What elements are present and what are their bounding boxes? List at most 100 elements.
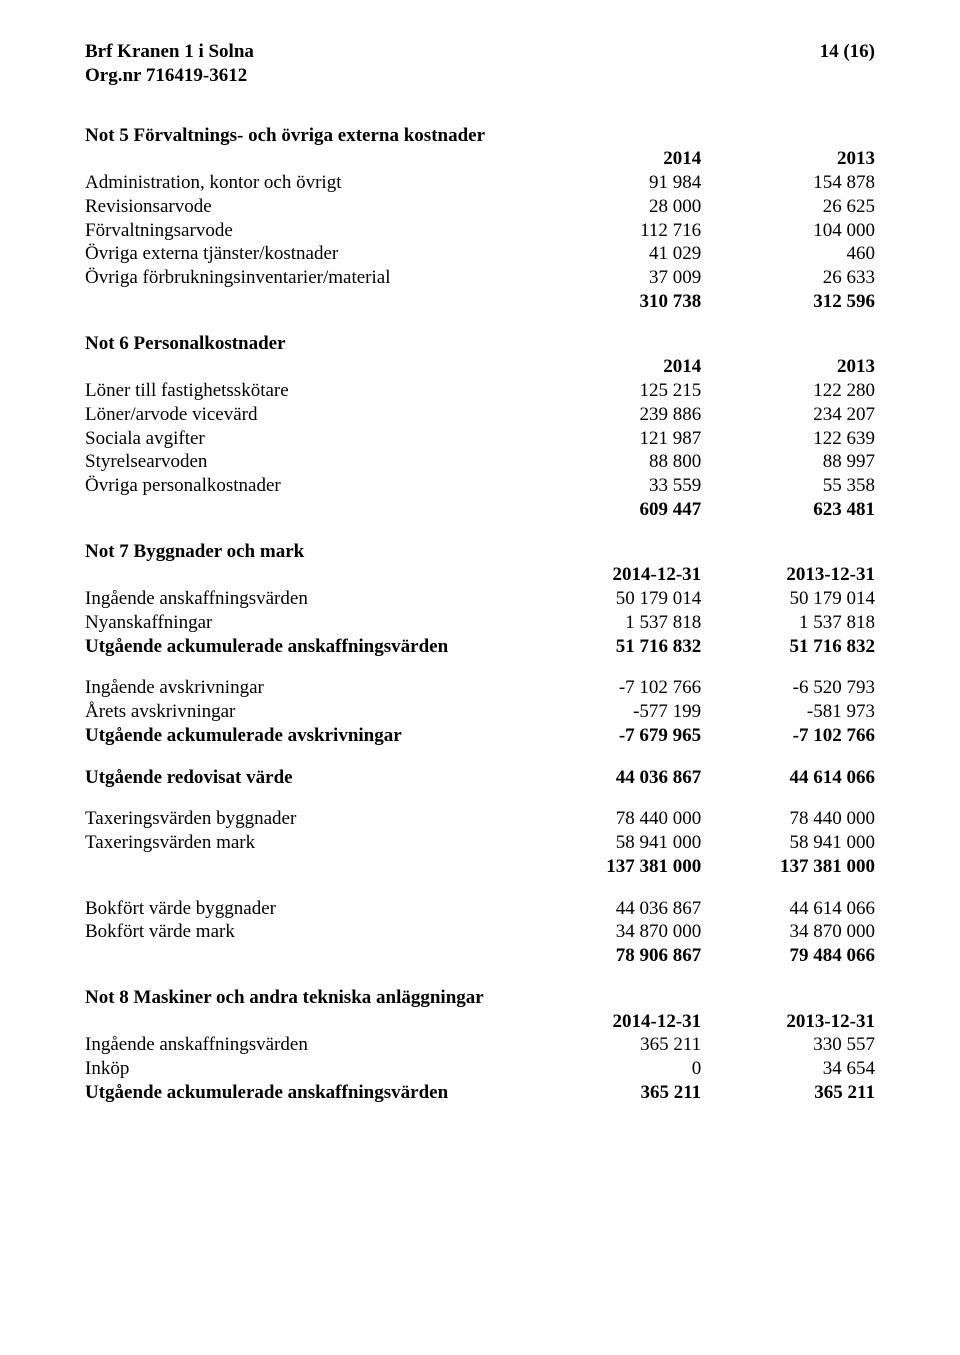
table-cell: 88 997: [701, 450, 875, 474]
table-cell: 58 941 000: [701, 831, 875, 855]
table-cell: 104 000: [701, 219, 875, 243]
table-cell: 26 625: [701, 195, 875, 219]
note5-table: Not 5 Förvaltnings- och övriga externa k…: [85, 124, 875, 314]
table-cell: 365 211: [527, 1033, 701, 1057]
table-row-label: Ingående anskaffningsvärden: [85, 1033, 527, 1057]
note5-sum-v1: 310 738: [527, 290, 701, 314]
table-cell: 44 036 867: [527, 897, 701, 921]
table-cell: -7 102 766: [701, 724, 875, 748]
note7-tax-sum-v2: 137 381 000: [701, 855, 875, 879]
note8-title: Not 8 Maskiner och andra tekniska anlägg…: [85, 986, 527, 1010]
note6-table: Not 6 Personalkostnader 2014 2013 Löner …: [85, 332, 875, 522]
page-container: Brf Kranen 1 i Solna Org.nr 716419-3612 …: [0, 0, 960, 1145]
note6-title: Not 6 Personalkostnader: [85, 332, 527, 356]
table-row-label: Utgående redovisat värde: [85, 766, 527, 790]
table-row-label: Förvaltningsarvode: [85, 219, 527, 243]
table-cell: 122 639: [701, 427, 875, 451]
table-cell: 37 009: [527, 266, 701, 290]
table-cell: 50 179 014: [527, 587, 701, 611]
table-cell: 51 716 832: [701, 635, 875, 659]
table-cell: -581 973: [701, 700, 875, 724]
table-row-label: Övriga externa tjänster/kostnader: [85, 242, 527, 266]
table-cell: 121 987: [527, 427, 701, 451]
table-cell: -7 679 965: [527, 724, 701, 748]
note5-col1: 2014: [527, 147, 701, 171]
table-cell: 88 800: [527, 450, 701, 474]
table-cell: 365 211: [701, 1081, 875, 1105]
table-cell: 125 215: [527, 379, 701, 403]
note8-col2: 2013-12-31: [701, 1010, 875, 1034]
table-cell: 1 537 818: [701, 611, 875, 635]
table-row-label: Styrelsearvoden: [85, 450, 527, 474]
table-cell: 34 654: [701, 1057, 875, 1081]
table-row-label: Årets avskrivningar: [85, 700, 527, 724]
table-row-label: Revisionsarvode: [85, 195, 527, 219]
table-cell: -6 520 793: [701, 676, 875, 700]
note8-table: Not 8 Maskiner och andra tekniska anlägg…: [85, 986, 875, 1105]
table-cell: 44 036 867: [527, 766, 701, 790]
table-cell: 50 179 014: [701, 587, 875, 611]
note8-col1: 2014-12-31: [527, 1010, 701, 1034]
table-cell: 34 870 000: [701, 920, 875, 944]
note6-col1: 2014: [527, 355, 701, 379]
table-cell: 239 886: [527, 403, 701, 427]
table-cell: 44 614 066: [701, 766, 875, 790]
note6-sum-v2: 623 481: [701, 498, 875, 522]
table-row-label: Löner till fastighetsskötare: [85, 379, 527, 403]
table-row-label: Nyanskaffningar: [85, 611, 527, 635]
table-row-label: Administration, kontor och övrigt: [85, 171, 527, 195]
table-cell: 91 984: [527, 171, 701, 195]
table-cell: 330 557: [701, 1033, 875, 1057]
table-cell: 58 941 000: [527, 831, 701, 855]
table-cell: 78 440 000: [701, 807, 875, 831]
note7-bokfort-sum-v2: 79 484 066: [701, 944, 875, 968]
table-row-label: Inköp: [85, 1057, 527, 1081]
note7-title: Not 7 Byggnader och mark: [85, 540, 527, 564]
table-row-label: Utgående ackumulerade anskaffningsvärden: [85, 635, 527, 659]
note7-tax-sum-v1: 137 381 000: [527, 855, 701, 879]
note7-table: Not 7 Byggnader och mark 2014-12-31 2013…: [85, 540, 875, 968]
table-cell: -577 199: [527, 700, 701, 724]
table-row-label: Ingående anskaffningsvärden: [85, 587, 527, 611]
table-cell: 460: [701, 242, 875, 266]
table-cell: 1 537 818: [527, 611, 701, 635]
table-cell: 34 870 000: [527, 920, 701, 944]
table-row-label: Ingående avskrivningar: [85, 676, 527, 700]
note5-sum-v2: 312 596: [701, 290, 875, 314]
table-row-label: Bokfört värde byggnader: [85, 897, 527, 921]
note5-title: Not 5 Förvaltnings- och övriga externa k…: [85, 124, 527, 148]
page-header: Brf Kranen 1 i Solna Org.nr 716419-3612 …: [85, 40, 875, 88]
table-cell: 55 358: [701, 474, 875, 498]
table-row-label: Utgående ackumulerade avskrivningar: [85, 724, 527, 748]
table-cell: 28 000: [527, 195, 701, 219]
note7-col2: 2013-12-31: [701, 563, 875, 587]
table-cell: 0: [527, 1057, 701, 1081]
table-cell: 112 716: [527, 219, 701, 243]
table-row-label: Sociala avgifter: [85, 427, 527, 451]
table-cell: 365 211: [527, 1081, 701, 1105]
table-cell: 41 029: [527, 242, 701, 266]
table-cell: 78 440 000: [527, 807, 701, 831]
table-cell: 44 614 066: [701, 897, 875, 921]
org-name: Brf Kranen 1 i Solna: [85, 40, 254, 64]
table-row-label: Bokfört värde mark: [85, 920, 527, 944]
table-cell: 122 280: [701, 379, 875, 403]
table-row-label: Löner/arvode vicevärd: [85, 403, 527, 427]
note5-col2: 2013: [701, 147, 875, 171]
table-cell: 26 633: [701, 266, 875, 290]
table-row-label: Taxeringsvärden byggnader: [85, 807, 527, 831]
page-number: 14 (16): [820, 40, 875, 64]
table-cell: 51 716 832: [527, 635, 701, 659]
org-number: Org.nr 716419-3612: [85, 64, 254, 88]
note7-col1: 2014-12-31: [527, 563, 701, 587]
table-row-label: Övriga personalkostnader: [85, 474, 527, 498]
table-row-label: Utgående ackumulerade anskaffningsvärden: [85, 1081, 527, 1105]
table-row-label: Övriga förbrukningsinventarier/material: [85, 266, 527, 290]
table-cell: 33 559: [527, 474, 701, 498]
note7-bokfort-sum-v1: 78 906 867: [527, 944, 701, 968]
note6-sum-v1: 609 447: [527, 498, 701, 522]
table-cell: -7 102 766: [527, 676, 701, 700]
note6-col2: 2013: [701, 355, 875, 379]
table-cell: 234 207: [701, 403, 875, 427]
header-left: Brf Kranen 1 i Solna Org.nr 716419-3612: [85, 40, 254, 88]
